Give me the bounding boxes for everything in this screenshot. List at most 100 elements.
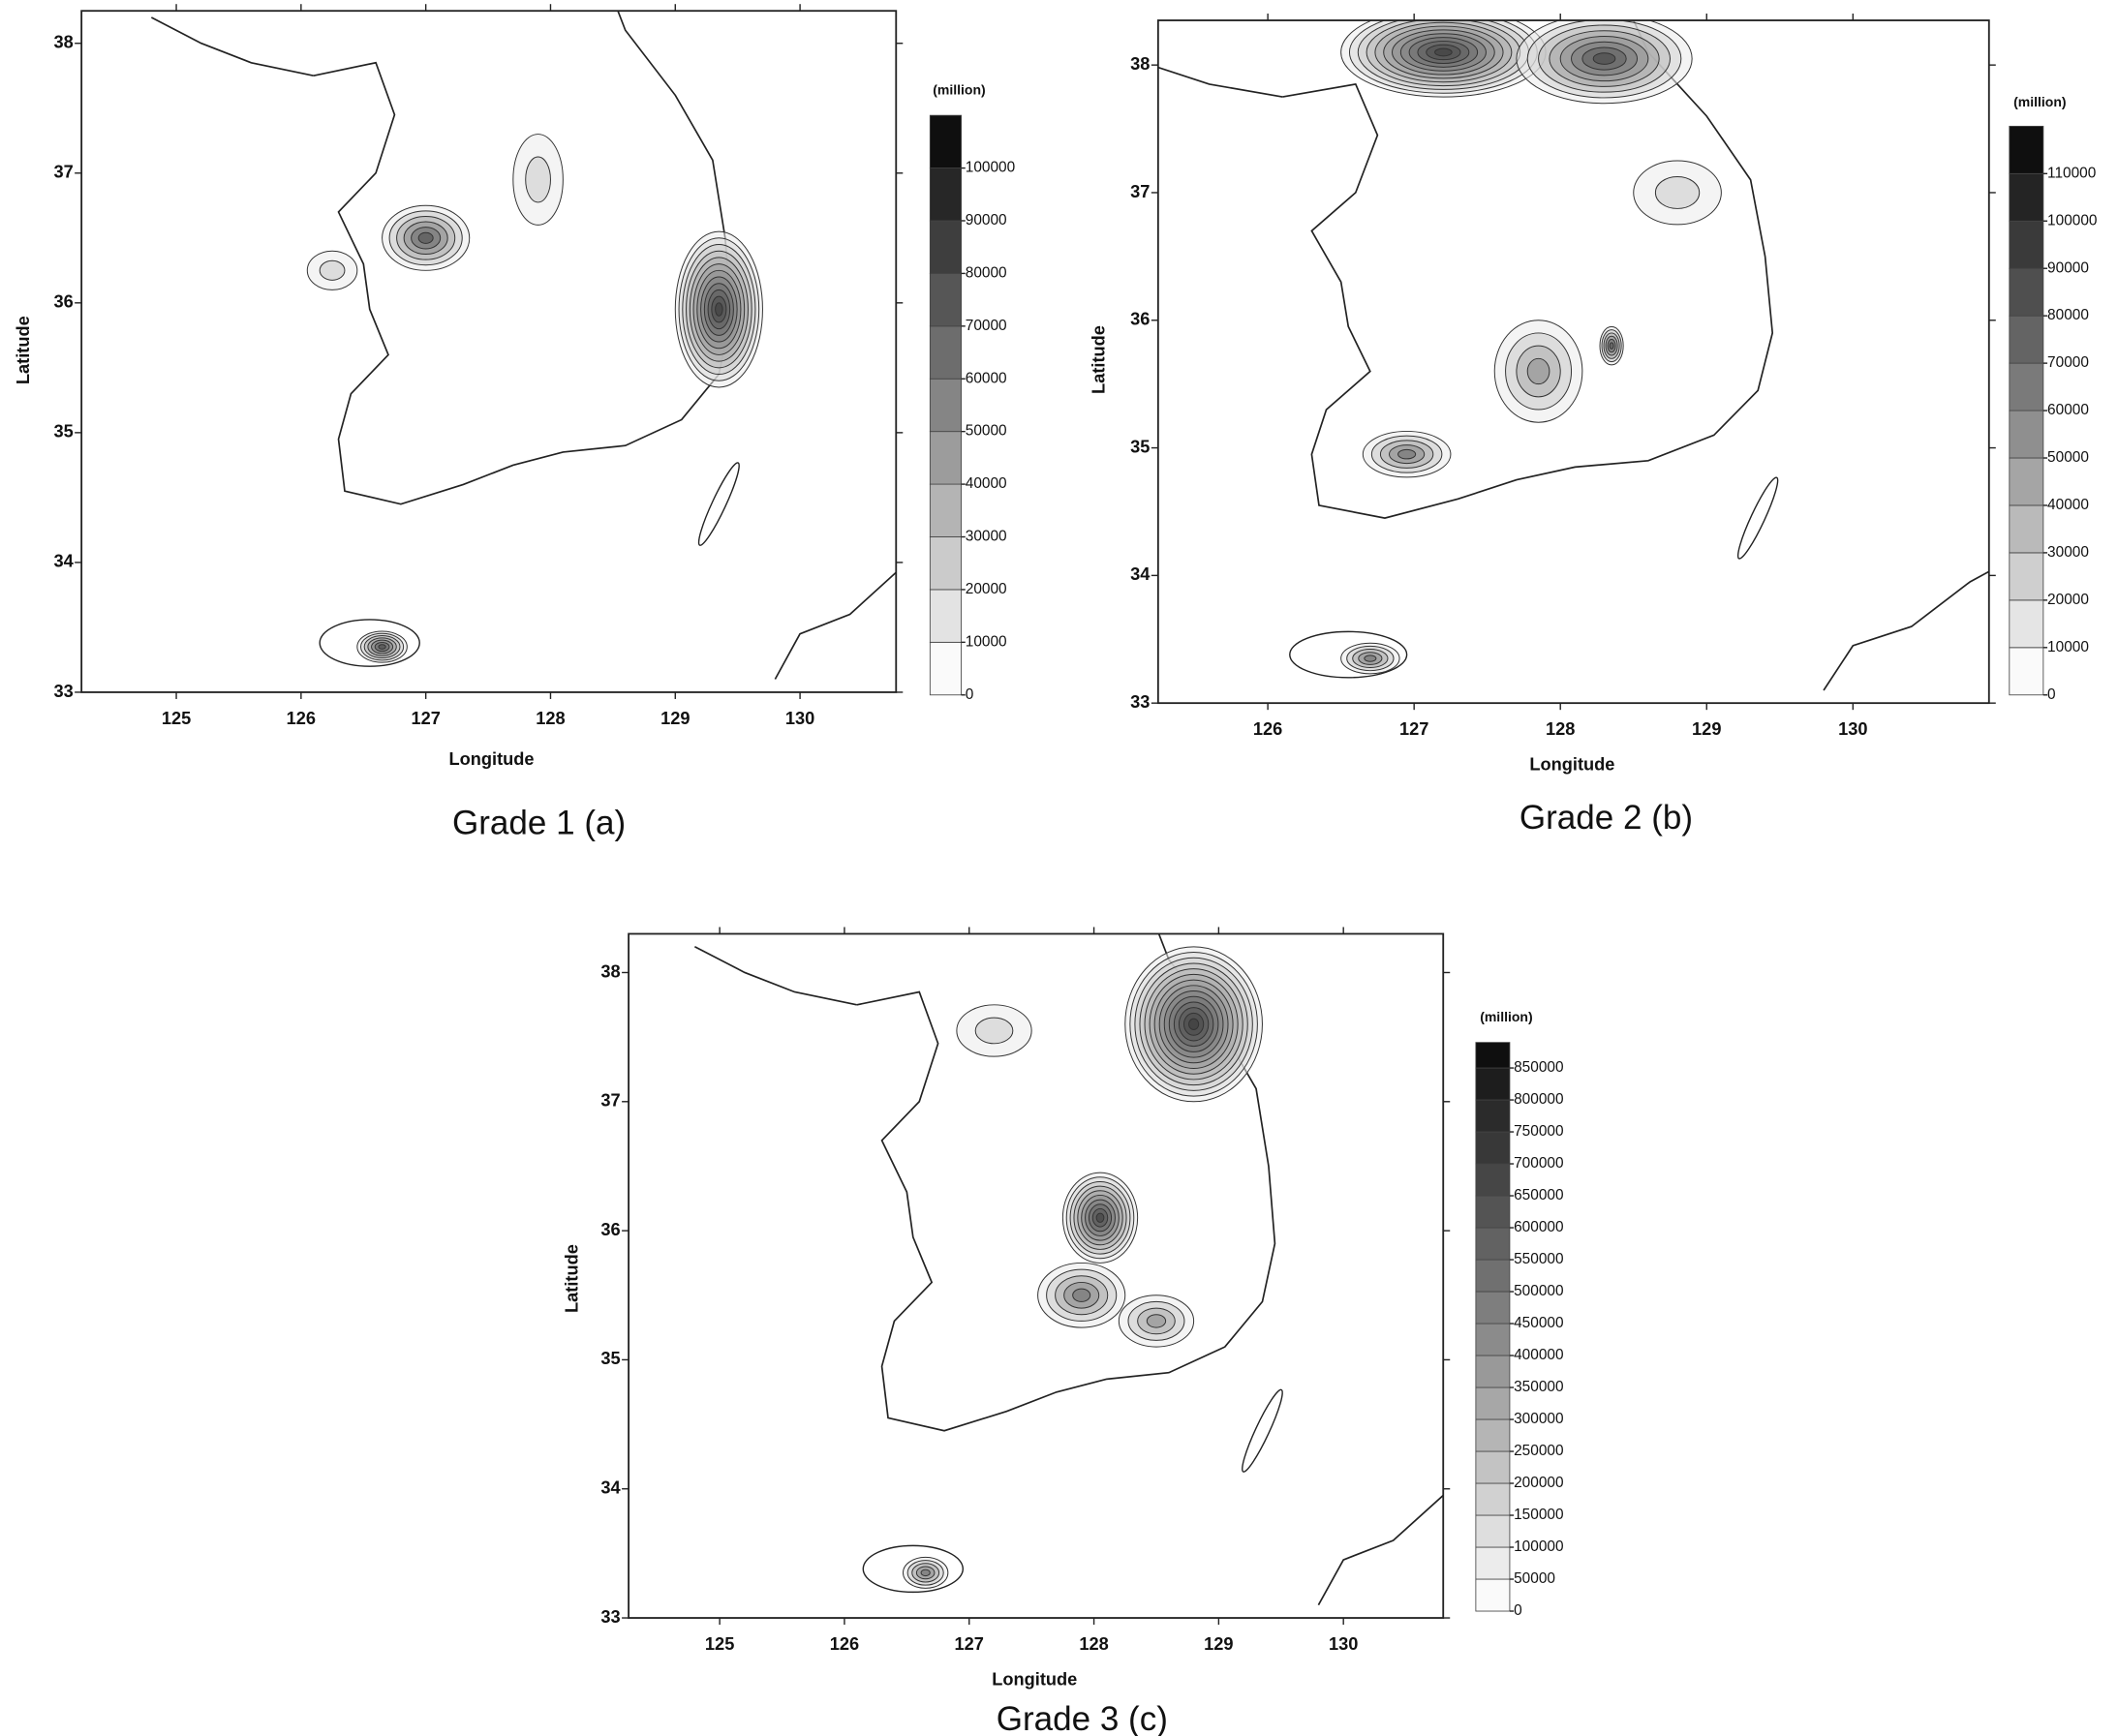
contour xyxy=(1188,1018,1200,1031)
legend-label: 10000 xyxy=(2047,639,2089,655)
legend-label: 50000 xyxy=(2047,449,2089,466)
legend-label: 300000 xyxy=(1514,1411,1563,1427)
legend-label: 0 xyxy=(2047,686,2056,703)
y-tick-label: 38 xyxy=(53,33,73,52)
legend-swatch xyxy=(2009,552,2044,601)
coastline xyxy=(774,571,897,680)
legend-label: 100000 xyxy=(2047,212,2097,228)
map-area xyxy=(150,11,897,680)
legend-swatch xyxy=(1475,1546,1511,1580)
legend-label: 150000 xyxy=(1514,1507,1563,1523)
legend-swatch xyxy=(929,431,962,485)
x-tick-label: 129 xyxy=(660,709,690,728)
island xyxy=(1242,1388,1283,1473)
x-axis-title: Longitude xyxy=(1529,754,1614,774)
legend-swatch xyxy=(2009,172,2044,222)
x-tick-label: 127 xyxy=(1399,719,1428,739)
legend-swatch xyxy=(929,220,962,274)
x-axis-title: Longitude xyxy=(992,1669,1077,1689)
y-tick-label: 36 xyxy=(53,292,73,312)
contour xyxy=(319,259,346,281)
legend-swatch xyxy=(1475,1227,1511,1261)
coastline xyxy=(693,946,857,1006)
map-panel: 125 126 127 128 129 130 33 34 35 36 37 38 Longitude L… xyxy=(562,927,1564,1736)
legend-label: 750000 xyxy=(1514,1123,1563,1140)
legend-label: 0 xyxy=(966,686,974,703)
contour xyxy=(1072,1288,1091,1302)
legend-label: 250000 xyxy=(1514,1443,1563,1459)
y-tick-label: 36 xyxy=(600,1220,620,1239)
legend-label: 20000 xyxy=(2047,592,2089,608)
legend-swatch xyxy=(929,114,962,168)
contour xyxy=(974,1017,1014,1045)
x-tick-label: 130 xyxy=(1329,1634,1358,1654)
plot-frame xyxy=(628,932,1445,1619)
y-axis-title: Latitude xyxy=(1089,325,1108,394)
legend-swatch xyxy=(2009,267,2044,317)
island xyxy=(862,1544,965,1594)
y-tick-label: 37 xyxy=(600,1091,620,1111)
legend-swatch xyxy=(2009,504,2044,554)
contour xyxy=(417,231,434,244)
x-tick-label: 128 xyxy=(1079,1634,1108,1654)
legend-label: 500000 xyxy=(1514,1283,1563,1299)
map-area xyxy=(693,933,1444,1606)
legend-label: 100000 xyxy=(966,160,1015,176)
contour xyxy=(1397,448,1417,460)
y-tick-label: 35 xyxy=(1130,437,1150,456)
y-axis-title: Latitude xyxy=(14,316,33,384)
x-tick-label: 126 xyxy=(830,1634,859,1654)
legend-swatch xyxy=(929,168,962,222)
coastline xyxy=(313,11,733,505)
x-tick-label: 127 xyxy=(955,1634,984,1654)
contour xyxy=(920,1568,931,1577)
legend-swatch xyxy=(1475,1386,1511,1420)
y-tick-label: 35 xyxy=(53,422,73,442)
y-tick-label: 36 xyxy=(1130,310,1150,329)
legend-label: 550000 xyxy=(1514,1251,1563,1267)
contour xyxy=(1434,47,1453,57)
x-tick-label: 126 xyxy=(1253,719,1282,739)
legend-label: 40000 xyxy=(2047,497,2089,513)
legend-label: 650000 xyxy=(1514,1187,1563,1203)
legend-label: 40000 xyxy=(966,475,1007,492)
legend-swatch xyxy=(2009,647,2044,696)
legend-label: 70000 xyxy=(2047,354,2089,371)
x-tick-label: 130 xyxy=(785,709,814,728)
legend-label: 30000 xyxy=(966,529,1007,545)
y-tick-label: 33 xyxy=(53,682,73,701)
legend-swatch xyxy=(929,641,962,696)
contour xyxy=(1654,175,1701,209)
legend-swatch xyxy=(1475,1514,1511,1548)
map-area xyxy=(1157,20,1989,691)
coastline xyxy=(1157,66,1283,98)
legend-swatch xyxy=(2009,410,2044,459)
legend-label: 0 xyxy=(1514,1602,1522,1619)
legend-label: 10000 xyxy=(966,633,1007,650)
coastline xyxy=(150,16,314,77)
legend-label: 600000 xyxy=(1514,1219,1563,1235)
legend-label: 90000 xyxy=(966,212,1007,228)
caption: Grade 1 (a) xyxy=(452,805,626,842)
x-tick-label: 127 xyxy=(411,709,440,728)
island xyxy=(319,619,420,667)
legend-swatch xyxy=(929,483,962,537)
legend-label: 90000 xyxy=(2047,259,2089,276)
x-tick-label: 128 xyxy=(536,709,565,728)
y-tick-label: 38 xyxy=(600,961,620,981)
x-tick-label: 126 xyxy=(287,709,316,728)
contour xyxy=(1095,1212,1105,1223)
legend-swatch xyxy=(929,378,962,433)
legend-label: 110000 xyxy=(2047,165,2096,181)
y-tick-label: 37 xyxy=(53,163,73,182)
legend-swatch xyxy=(2009,362,2044,411)
x-tick-label: 125 xyxy=(705,1634,734,1654)
contour xyxy=(378,644,386,650)
legend-label: 50000 xyxy=(1514,1570,1555,1587)
y-tick-label: 35 xyxy=(600,1349,620,1368)
legend-swatch xyxy=(1475,1131,1511,1165)
legend-swatch xyxy=(1475,1482,1511,1516)
island xyxy=(1736,476,1779,560)
caption: Grade 3 (c) xyxy=(997,1700,1168,1736)
